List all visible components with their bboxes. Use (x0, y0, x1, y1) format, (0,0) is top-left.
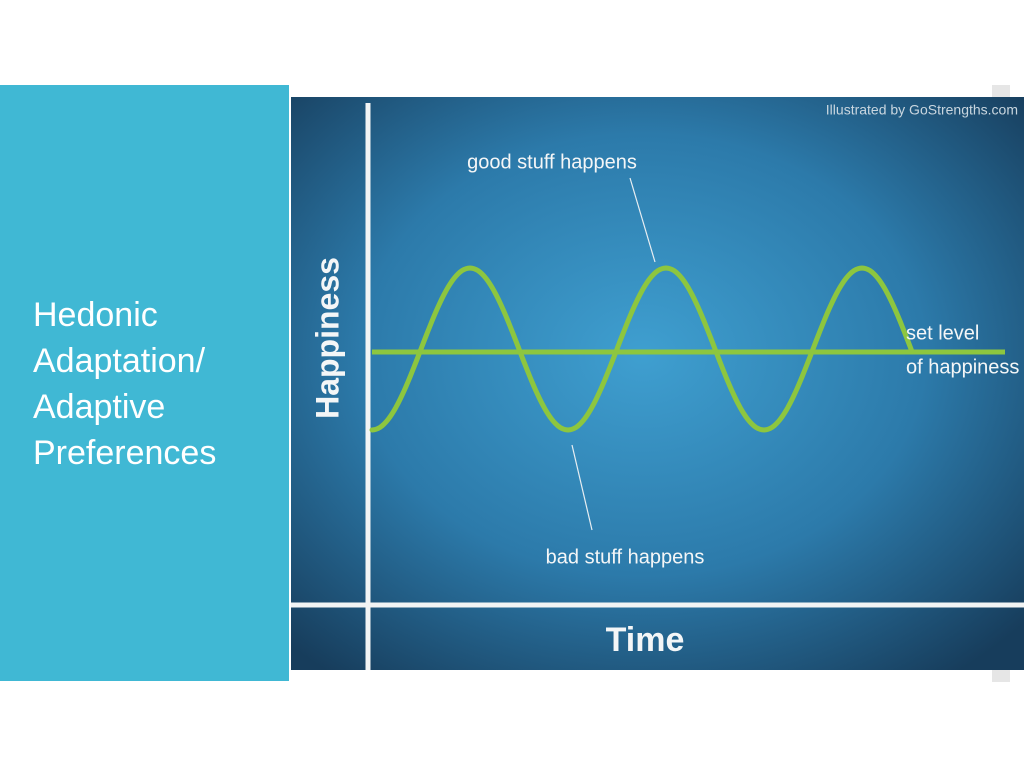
credit: Illustrated by GoStrengths.com (826, 102, 1018, 118)
title-line: Preferences (33, 434, 217, 472)
title-line: Adaptive (33, 388, 166, 426)
title-line: Hedonic (33, 296, 158, 334)
figure-background (291, 97, 1024, 670)
decoration (992, 670, 1010, 682)
baseline-annotation: set level (906, 322, 979, 344)
peak-annotation: good stuff happens (467, 151, 637, 173)
x-axis-label: Time (606, 621, 685, 659)
title-panel (0, 85, 289, 681)
baseline-annotation: of happiness (906, 356, 1019, 378)
happiness-wave (369, 265, 915, 433)
leader-line (629, 177, 656, 263)
title-line: Adaptation/ (33, 342, 206, 380)
trough-annotation: bad stuff happens (546, 546, 705, 568)
leader-line (571, 444, 593, 531)
y-axis-label: Happiness (309, 257, 345, 419)
slide-title: Hedonic Adaptation/ Adaptive Preferences (33, 292, 216, 476)
decoration (992, 85, 1010, 97)
